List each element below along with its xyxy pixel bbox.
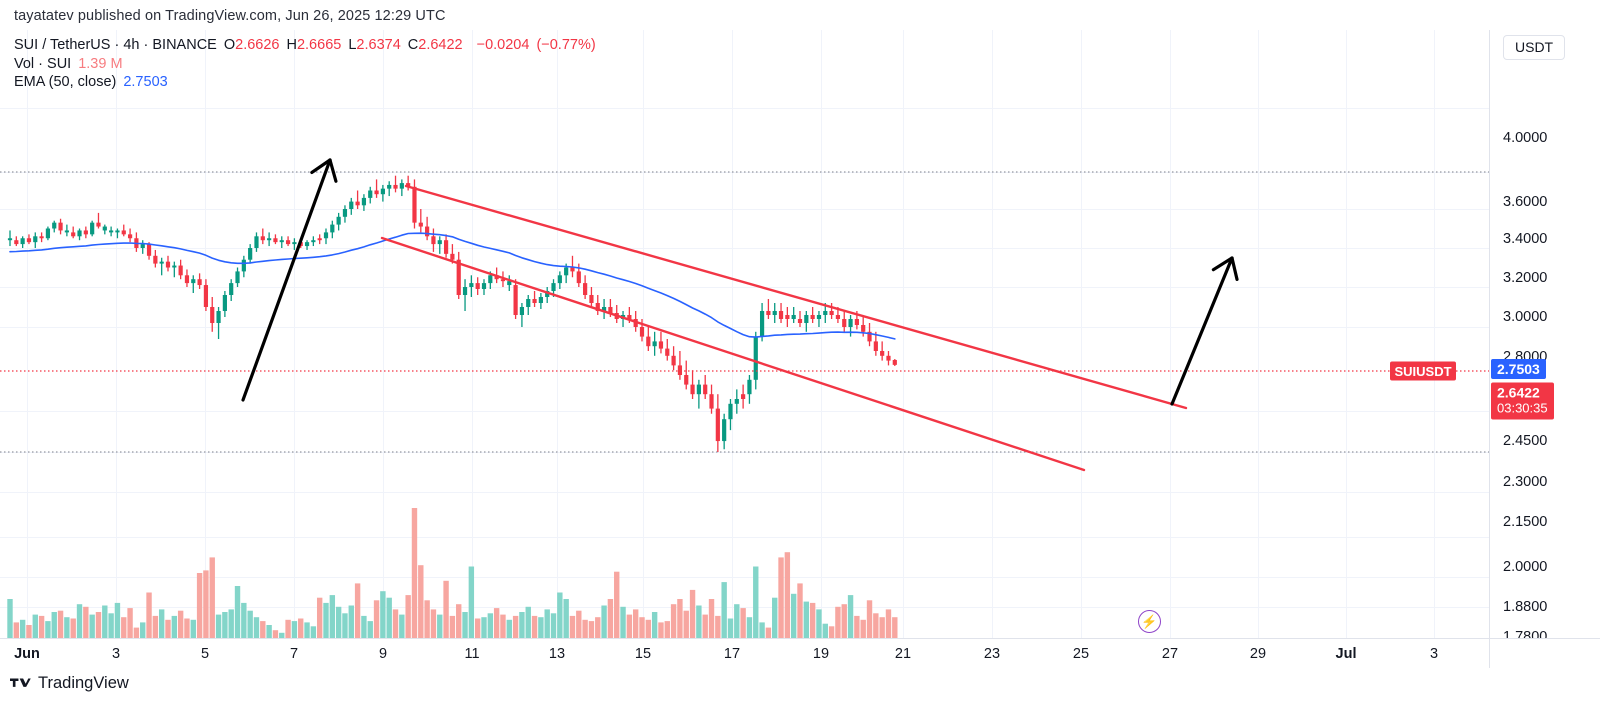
currency-badge[interactable]: USDT [1503,35,1566,60]
price-tick: 3.6000 [1503,194,1548,210]
price-tick: 2.1500 [1503,514,1548,530]
time-tick: 3 [111,646,121,662]
time-tick: Jun [14,646,40,662]
time-tick: 3 [1429,646,1439,662]
time-tick: 21 [894,646,912,662]
time-tick: 7 [289,646,299,662]
time-tick: 11 [464,646,480,662]
time-tick: 15 [634,646,652,662]
chart-canvas: SUIUSDT [0,30,1489,638]
time-tick: 9 [378,646,388,662]
time-tick: 23 [983,646,1001,662]
time-tick: 19 [812,646,830,662]
ema-price-label: 2.7503 [1491,359,1546,379]
price-tick: 1.8800 [1503,599,1548,615]
time-tick: 17 [723,646,741,662]
time-tick: 27 [1161,646,1179,662]
time-tick: Jul [1335,646,1357,662]
time-tick: 29 [1249,646,1267,662]
tradingview-wordmark: TradingView [38,674,129,692]
price-tick: 2.0000 [1503,559,1548,575]
svg-text:SUIUSDT: SUIUSDT [1394,364,1451,379]
last-price-label[interactable]: 2.6422 03:30:35 [1491,382,1554,420]
price-tick: 3.2000 [1503,270,1548,286]
bar-countdown: 03:30:35 [1497,400,1548,416]
time-tick: 13 [548,646,566,662]
time-axis-corner [1489,638,1600,668]
tradingview-mark-icon [10,677,31,687]
price-tick: 3.4000 [1503,231,1548,247]
price-tick: 2.4500 [1503,433,1548,449]
last-price-value: 2.6422 [1497,384,1540,401]
price-tick: 2.3000 [1503,474,1548,490]
time-tick: 5 [200,646,210,662]
time-axis[interactable]: Jun 3 5 7 9 11 13 15 17 19 21 23 25 27 29 Jul 3 [0,638,1489,668]
chart-pane[interactable]: SUIUSDT [0,30,1489,638]
time-tick: 25 [1072,646,1090,662]
published-byline: tayatatev published on TradingView.com, … [14,8,446,24]
lightning-bolt-icon[interactable]: ⚡ [1138,610,1161,633]
price-tick: 4.0000 [1503,130,1548,146]
price-tick: 3.0000 [1503,309,1548,325]
tradingview-logo[interactable]: TradingView [10,674,129,693]
price-axis[interactable]: USDT 4.0000 3.6000 3.4000 3.2000 3.0000 2.800… [1489,30,1600,667]
